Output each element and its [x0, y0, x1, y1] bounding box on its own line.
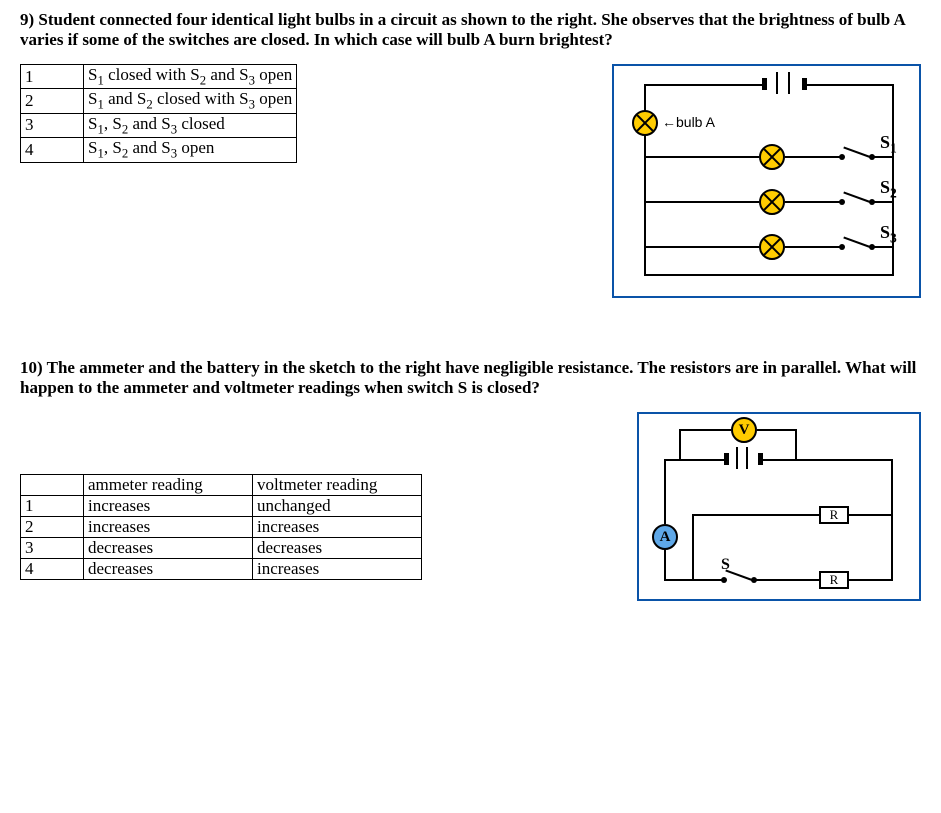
switch-s-label: S — [721, 556, 730, 574]
ammeter-icon: A — [652, 524, 678, 550]
q9-circuit-diagram: ←bulb A S1 S2 — [612, 64, 921, 298]
question-10: 10) The ammeter and the battery in the s… — [20, 358, 921, 601]
q9-row-2: 2 S1 and S2 closed with S3 open — [21, 89, 297, 113]
q9-opt3-text: S1, S2 and S3 closed — [84, 113, 297, 137]
q10-a4: decreases — [84, 558, 253, 579]
q10-number: 10) — [20, 358, 43, 377]
q9-row-1: 1 S1 closed with S2 and S3 open — [21, 65, 297, 89]
q9-opt3-num: 3 — [21, 113, 84, 137]
q10-row-1: 1 increases unchanged — [21, 495, 422, 516]
q9-text: Student connected four identical light b… — [20, 10, 905, 49]
bulb-a-icon — [632, 110, 658, 136]
q10-h0 — [21, 474, 84, 495]
bulb-b2-icon — [759, 189, 785, 215]
bulb-b1-icon — [759, 144, 785, 170]
q10-header-row: ammeter reading voltmeter reading — [21, 474, 422, 495]
q10-a3: decreases — [84, 537, 253, 558]
q10-v3: decreases — [253, 537, 422, 558]
q9-prompt: 9) Student connected four identical ligh… — [20, 10, 921, 50]
q10-n1: 1 — [21, 495, 84, 516]
q10-v2: increases — [253, 516, 422, 537]
q9-opt2-text: S1 and S2 closed with S3 open — [84, 89, 297, 113]
q9-opt4-text: S1, S2 and S3 open — [84, 138, 297, 162]
q10-v1: unchanged — [253, 495, 422, 516]
s3-label: S3 — [880, 222, 897, 247]
q9-opt1-text: S1 closed with S2 and S3 open — [84, 65, 297, 89]
q10-n4: 4 — [21, 558, 84, 579]
q9-opt4-num: 4 — [21, 138, 84, 162]
voltmeter-icon: V — [731, 417, 757, 443]
q10-row-3: 3 decreases decreases — [21, 537, 422, 558]
q10-h1: ammeter reading — [84, 474, 253, 495]
resistor-r1-icon: R — [819, 506, 849, 524]
q10-h2: voltmeter reading — [253, 474, 422, 495]
q10-prompt: 10) The ammeter and the battery in the s… — [20, 358, 921, 398]
bulb-b3-icon — [759, 234, 785, 260]
q10-table: ammeter reading voltmeter reading 1 incr… — [20, 474, 422, 580]
q10-options: ammeter reading voltmeter reading 1 incr… — [20, 474, 422, 580]
q10-row-4: 4 decreases increases — [21, 558, 422, 579]
q9-row-4: 4 S1, S2 and S3 open — [21, 138, 297, 162]
q9-opt2-num: 2 — [21, 89, 84, 113]
q9-row-3: 3 S1, S2 and S3 closed — [21, 113, 297, 137]
q10-row-2: 2 increases increases — [21, 516, 422, 537]
q9-opt1-num: 1 — [21, 65, 84, 89]
q9-table: 1 S1 closed with S2 and S3 open 2 S1 and… — [20, 64, 297, 163]
q10-v4: increases — [253, 558, 422, 579]
q10-a1: increases — [84, 495, 253, 516]
q9-number: 9) — [20, 10, 34, 29]
q10-n3: 3 — [21, 537, 84, 558]
question-9: 9) Student connected four identical ligh… — [20, 10, 921, 298]
s1-label: S1 — [880, 132, 897, 157]
q9-options: 1 S1 closed with S2 and S3 open 2 S1 and… — [20, 64, 297, 163]
q10-n2: 2 — [21, 516, 84, 537]
bulb-a-label: ←bulb A — [662, 114, 715, 130]
resistor-r2-icon: R — [819, 571, 849, 589]
q10-a2: increases — [84, 516, 253, 537]
q10-text: The ammeter and the battery in the sketc… — [20, 358, 916, 397]
s2-label: S2 — [880, 177, 897, 202]
q10-circuit-diagram: V A R — [637, 412, 921, 601]
